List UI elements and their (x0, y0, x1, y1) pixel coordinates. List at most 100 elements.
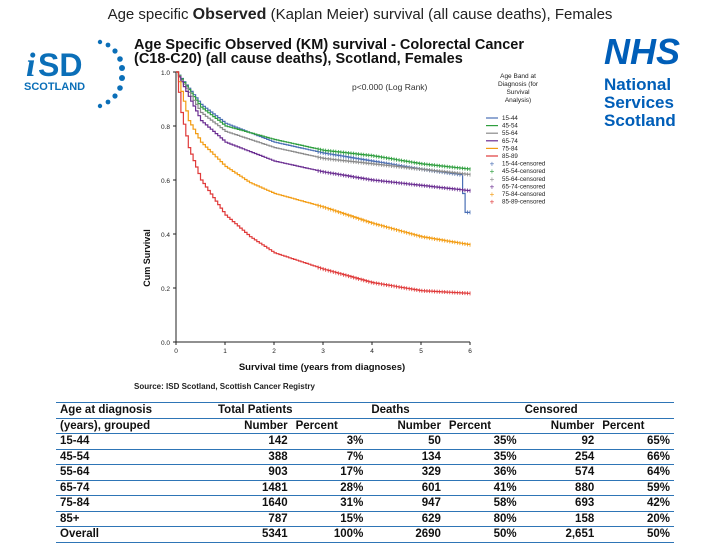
cell-age: 75-84 (56, 495, 214, 511)
table-row: 55-64 903 17% 329 36% 574 64% (56, 464, 674, 480)
cell-deaths-number: 2690 (367, 526, 445, 543)
slide-title: Age specific Observed (Kaplan Meier) sur… (0, 6, 720, 24)
isd-letters: SD (38, 47, 82, 83)
legend-censor-marker: + (490, 182, 495, 191)
cell-deaths-number: 50 (367, 433, 445, 449)
cell-age: 55-64 (56, 464, 214, 480)
logo-dots-arc (97, 39, 125, 109)
cell-deaths-percent: 36% (444, 464, 521, 480)
legend-label: 45-54 (502, 123, 518, 130)
legend-censor-marker: + (490, 190, 495, 199)
cell-total-number: 787 (214, 510, 292, 527)
cell-censored-percent: 64% (598, 464, 674, 480)
x-tick-label: 4 (370, 348, 374, 355)
slide-title-suffix: (Kaplan Meier) survival (all cause death… (270, 6, 613, 23)
y-tick-label: 0.4 (161, 232, 170, 239)
cell-deaths-percent: 58% (444, 495, 521, 511)
cell-total-number: 1481 (214, 479, 292, 496)
chart-title-line2: (C18-C20) (all cause deaths), Scotland, … (134, 51, 463, 67)
cell-deaths-number: 134 (367, 448, 445, 465)
legend-label: 15-44 (502, 115, 518, 122)
y-tick-label: 0.6 (161, 178, 170, 185)
cell-censored-percent: 50% (598, 526, 674, 543)
cell-censored-number: 880 (520, 479, 599, 496)
table-row: 85+ 787 15% 629 80% 158 20% (56, 510, 674, 527)
censor-marks-55-64 (317, 155, 471, 177)
y-tick-label: 1.0 (161, 70, 170, 77)
nhs-line-national: National (604, 75, 672, 94)
y-tick-label: 0.2 (161, 286, 170, 293)
cell-total-number: 903 (214, 464, 292, 480)
chart-title-line1: Age Specific Observed (KM) survival - Co… (134, 37, 525, 53)
km-survival-chart: 0.0 0.2 0.4 0.6 0.8 1.0 0 1 2 3 4 5 6 Age Band atDia… (142, 70, 546, 373)
censor-marks-65-74 (317, 168, 471, 193)
header-total-number: Number (214, 417, 292, 434)
x-tick-label: 6 (468, 348, 472, 355)
table-row: 15-44 142 3% 50 35% 92 65% (56, 433, 674, 449)
legend-title-line: Diagnosis (for (498, 81, 539, 88)
cell-total-percent: 31% (291, 495, 368, 511)
legend-title-line: Age Band at (500, 73, 536, 80)
slide-title-emphasis: Observed (192, 6, 267, 23)
cell-total-percent: 7% (291, 448, 368, 465)
log-rank-annotation: p<0.000 (Log Rank) (352, 82, 428, 92)
cell-deaths-number: 629 (367, 510, 445, 527)
survival-curves (176, 71, 471, 296)
cell-censored-percent: 65% (598, 433, 674, 449)
y-tick-label: 0.8 (161, 124, 170, 131)
legend-censor-marker: + (490, 175, 495, 184)
legend-label: 75-84 (502, 145, 518, 152)
cell-age: 65-74 (56, 479, 214, 496)
cell-total-percent: 15% (291, 510, 368, 527)
cell-censored-number: 92 (520, 433, 599, 449)
nhs-lozenge: NHS (604, 31, 680, 72)
cell-censored-percent: 59% (598, 479, 674, 496)
header-deaths-percent: Percent (444, 417, 521, 434)
cell-total-number: 1640 (214, 495, 292, 511)
header-age-line1: Age at diagnosis (56, 402, 214, 418)
legend-label: 65-74-censored (502, 183, 546, 190)
cell-total-percent: 100% (291, 526, 368, 543)
cell-deaths-number: 329 (367, 464, 445, 480)
x-tick-label: 2 (272, 348, 276, 355)
cell-censored-percent: 20% (598, 510, 674, 527)
censor-marks-75-84 (317, 203, 471, 247)
nhs-text: NHS (604, 31, 680, 72)
cell-total-percent: 28% (291, 479, 368, 496)
legend-label: 75-84-censored (502, 191, 546, 198)
legend-label: 85-89 (502, 153, 518, 160)
x-tick-label: 1 (223, 348, 227, 355)
cell-total-number: 388 (214, 448, 292, 465)
cell-total-number: 5341 (214, 526, 292, 543)
cell-total-percent: 3% (291, 433, 368, 449)
header-age-line2: (years), grouped (56, 417, 214, 434)
nhs-line-services: Services (604, 93, 674, 112)
y-axis-label: Cum Survival (142, 229, 152, 287)
chart-title: Age Specific Observed (KM) survival - Co… (134, 37, 525, 67)
x-tick-label: 5 (419, 348, 423, 355)
isd-letter-i: i (26, 47, 36, 84)
x-tick-label: 3 (321, 348, 325, 355)
statistics-table: Age at diagnosis Total Patients Deaths C… (56, 402, 674, 543)
header-deaths-number: Number (367, 417, 445, 434)
legend-censor-marker: + (490, 167, 495, 176)
table-row: 75-84 1640 31% 947 58% 693 42% (56, 495, 674, 511)
cell-deaths-number: 947 (367, 495, 445, 511)
header-censored: Censored (520, 402, 674, 418)
cell-total-number: 142 (214, 433, 292, 449)
header-total-patients: Total Patients (214, 402, 368, 418)
source-note: Source: ISD Scotland, Scottish Cancer Re… (134, 382, 315, 391)
table-row: 65-74 1481 28% 601 41% 880 59% (56, 479, 674, 496)
cell-deaths-percent: 35% (444, 433, 521, 449)
header-censored-number: Number (520, 417, 599, 434)
x-axis-label: Survival time (years from diagnoses) (239, 362, 405, 373)
table-row: 45-54 388 7% 134 35% 254 66% (56, 448, 674, 465)
cell-deaths-percent: 35% (444, 448, 521, 465)
x-tick-label: 0 (174, 348, 178, 355)
censor-marks-85-89 (317, 265, 471, 296)
isd-scotland-logo: i SD SCOTLAND (24, 39, 125, 109)
table-header-row-2: (years), grouped Number Percent Number P… (56, 417, 674, 434)
y-tick-label: 0.0 (161, 340, 170, 347)
cell-censored-number: 693 (520, 495, 599, 511)
